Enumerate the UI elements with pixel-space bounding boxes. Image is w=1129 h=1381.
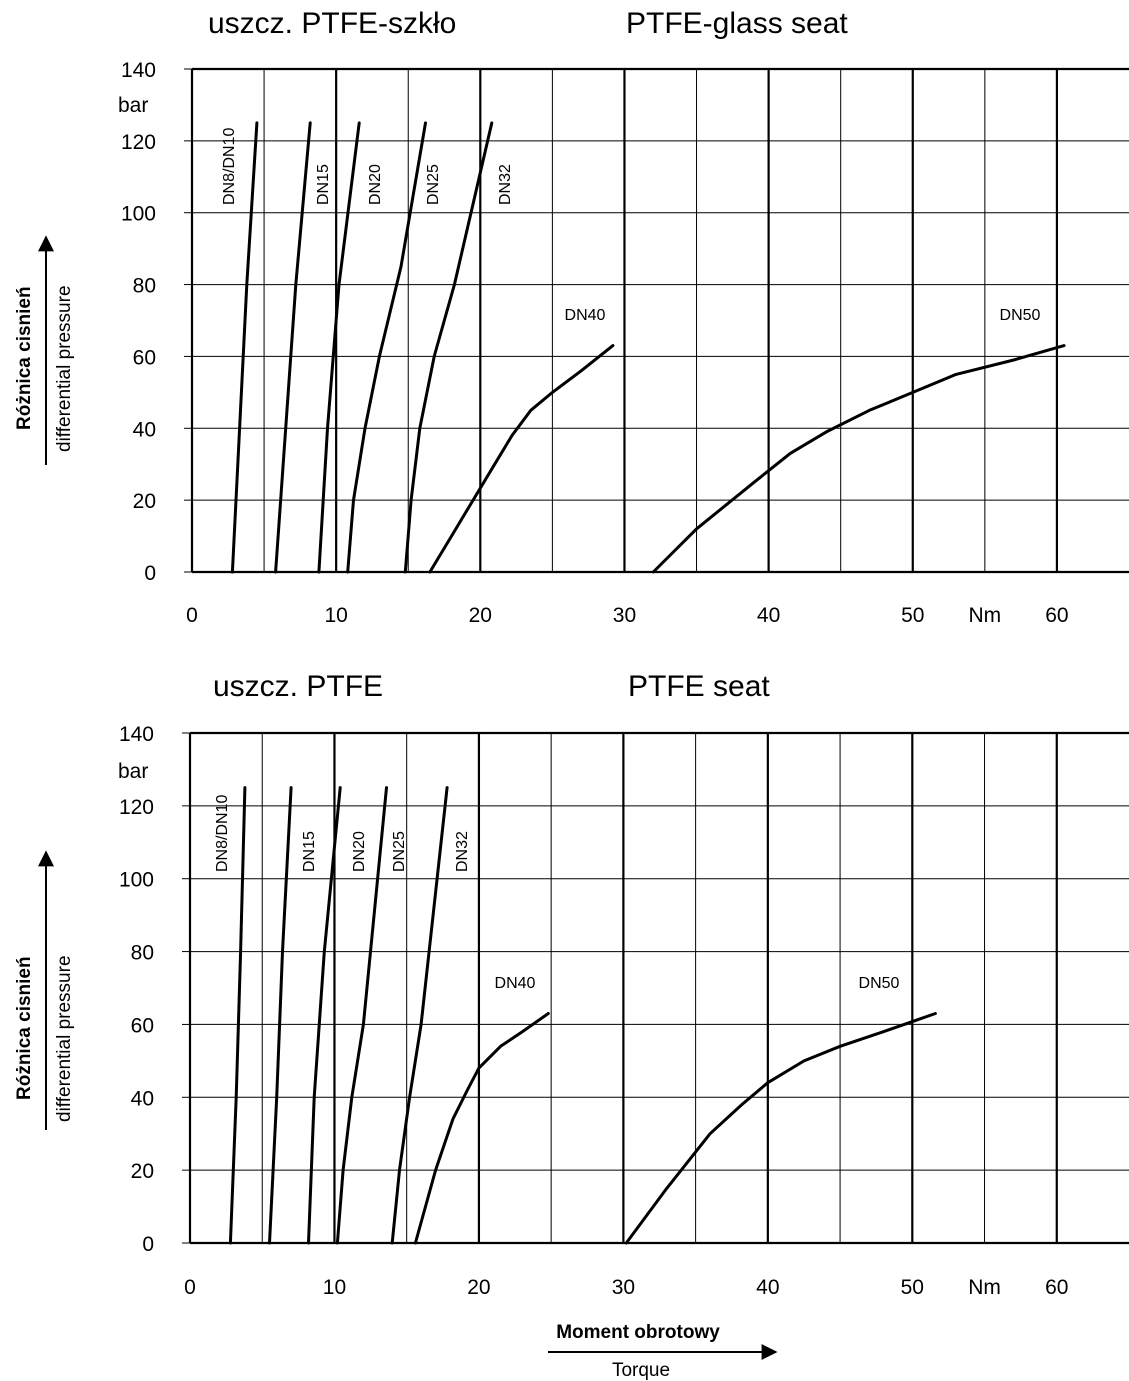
chart2-series-dn50 [624, 1012, 937, 1245]
chart2-series-label: DN50 [859, 975, 900, 992]
chart2-x-tick-label: 30 [612, 1276, 635, 1299]
chart2-title-pl: uszcz. PTFE [213, 670, 383, 703]
chart1-ylabel-en: differential pressure [54, 285, 75, 452]
chart1-x-tick-label: 0 [186, 604, 198, 627]
chart2-series-label: DN32 [454, 831, 471, 872]
chart2-series-dn8-dn10 [228, 786, 247, 1245]
chart1-x-tick-label: 30 [613, 604, 636, 627]
chart1-series-dn40 [428, 344, 615, 574]
chart2-x-tick-label: Nm [968, 1276, 1001, 1299]
chart1-y-tick-label: 80 [133, 275, 156, 298]
chart1-series-label: DN20 [367, 164, 384, 205]
chart2-ylabel-pl: Różnica cisnień [14, 956, 35, 1100]
chart2-series-dn32 [390, 786, 449, 1245]
chart1-x-tick-label: 40 [757, 604, 780, 627]
chart2-series-dn20 [307, 786, 342, 1245]
chart1-ylabel-pl: Różnica cisnień [14, 286, 35, 430]
chart1-y-tick-label: 40 [133, 418, 156, 441]
chart2-y-tick-label: 100 [119, 869, 154, 892]
chart2-series-dn40 [413, 1012, 550, 1245]
chart1-series-label: DN15 [315, 164, 332, 205]
chart1-x-tick-label: 20 [469, 604, 492, 627]
chart1-y-tick-label: 100 [121, 203, 156, 226]
chart2-y-unit: bar [118, 760, 148, 783]
chart1-series-label: DN40 [565, 307, 606, 324]
chart1-series-dn25 [346, 121, 427, 574]
chart1-x-tick-label: 60 [1045, 604, 1068, 627]
chart2-x-tick-label: 10 [323, 1276, 346, 1299]
chart2-y-tick-label: 60 [131, 1014, 154, 1037]
chart1-series-dn32 [403, 121, 494, 574]
chart1-series-label: DN25 [425, 164, 442, 205]
chart2-y-tick-label: 140 [119, 723, 154, 746]
x-axis-title-en: Torque [612, 1360, 670, 1381]
chart2-y-tick-label: 40 [131, 1087, 154, 1110]
chart1-title-en: PTFE-glass seat [626, 7, 848, 40]
chart1-series-dn50 [651, 344, 1066, 574]
chart1-y-tick-label: 60 [133, 346, 156, 369]
chart2-x-tick-label: 20 [467, 1276, 490, 1299]
chart2-y-tick-label: 20 [131, 1160, 154, 1183]
chart1-y-tick-label: 20 [133, 490, 156, 513]
chart2-y-tick-label: 80 [131, 942, 154, 965]
chart1-x-tick-label: 50 [901, 604, 924, 627]
chart2-series-label: DN20 [351, 831, 368, 872]
chart2-x-tick-label: 60 [1045, 1276, 1068, 1299]
chart2-series-label: DN8/DN10 [214, 795, 231, 872]
chart1-y-tick-label: 0 [144, 562, 156, 585]
chart1-series-label: DN50 [1000, 307, 1041, 324]
chart2-ylabel-en: differential pressure [54, 955, 75, 1122]
chart2-y-tick-label: 0 [142, 1233, 154, 1256]
chart2-title-en: PTFE seat [628, 670, 770, 703]
chart1-title-pl: uszcz. PTFE-szkło [208, 7, 456, 40]
chart2-series-label: DN15 [301, 831, 318, 872]
chart2-series-dn25 [335, 786, 388, 1245]
x-axis-title-pl: Moment obrotowy [556, 1322, 720, 1343]
chart2-series-label: DN40 [495, 975, 536, 992]
chart1-series-label: DN8/DN10 [221, 128, 238, 205]
chart1-series-dn8-dn10 [230, 121, 259, 574]
chart1-series-dn15 [274, 121, 312, 574]
chart2-series-label: DN25 [391, 831, 408, 872]
chart1-x-tick-label: 10 [324, 604, 347, 627]
chart1-series-dn20 [317, 121, 361, 574]
chart1-y-unit: bar [118, 94, 148, 117]
chart1-x-tick-label: Nm [969, 604, 1002, 627]
chart1-series-label: DN32 [497, 164, 514, 205]
chart2-x-tick-label: 0 [184, 1276, 196, 1299]
chart2-y-tick-label: 120 [119, 796, 154, 819]
chart2-series-dn15 [268, 786, 293, 1245]
chart1-y-tick-label: 120 [121, 131, 156, 154]
chart2-x-tick-label: 40 [756, 1276, 779, 1299]
chart1-y-tick-label: 140 [121, 59, 156, 82]
chart2-x-tick-label: 50 [901, 1276, 924, 1299]
